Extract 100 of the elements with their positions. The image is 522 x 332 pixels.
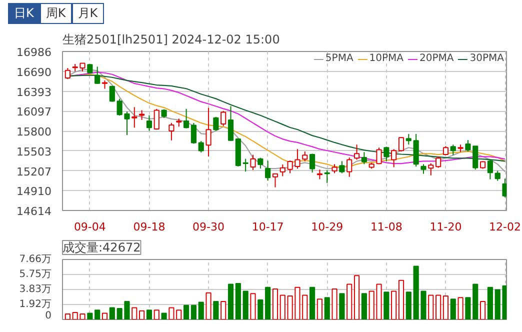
bar bbox=[146, 310, 152, 320]
bar bbox=[436, 294, 442, 320]
candlestick bbox=[316, 169, 323, 180]
candlestick bbox=[94, 66, 100, 84]
y-tick-label: 14910 bbox=[16, 185, 52, 198]
candlestick bbox=[450, 144, 456, 156]
y-tick-label: 15207 bbox=[16, 165, 52, 178]
candlestick bbox=[250, 154, 256, 171]
bar bbox=[458, 297, 464, 320]
candlestick bbox=[384, 146, 390, 162]
candlestick bbox=[436, 156, 442, 168]
candlestick bbox=[228, 106, 234, 142]
y-tick-label: 5.75万 bbox=[19, 268, 52, 280]
y-tick-label: 14614 bbox=[16, 205, 52, 218]
candlestick bbox=[487, 159, 493, 180]
bar bbox=[406, 292, 412, 320]
bar bbox=[87, 312, 93, 320]
bar bbox=[250, 293, 256, 320]
bar bbox=[442, 296, 449, 320]
candlestick bbox=[183, 108, 190, 129]
bar bbox=[161, 312, 167, 320]
y-tick-label: 15800 bbox=[16, 126, 52, 138]
bar bbox=[332, 288, 338, 320]
legend-label: 30PMA bbox=[470, 53, 504, 64]
x-tick-label: 11-08 bbox=[370, 220, 402, 234]
y-tick-label: 3.83万 bbox=[19, 284, 52, 295]
text: 月K bbox=[72, 3, 104, 24]
candlestick bbox=[220, 110, 226, 126]
bar bbox=[258, 299, 264, 320]
candlestick bbox=[198, 140, 204, 153]
candlestick bbox=[109, 86, 115, 102]
x-tick-label: 09-30 bbox=[192, 220, 225, 234]
bar bbox=[139, 310, 145, 320]
bar bbox=[235, 282, 241, 320]
candlestick bbox=[502, 178, 506, 198]
chart-title: 成交量:42672 bbox=[62, 240, 141, 254]
bar bbox=[384, 292, 390, 320]
candlestick bbox=[428, 162, 434, 176]
candlestick bbox=[302, 151, 308, 162]
bar bbox=[154, 310, 160, 320]
text: 日K bbox=[8, 3, 40, 24]
y-tick-label: 16986 bbox=[16, 46, 52, 59]
y-tick-label: 1.92万 bbox=[19, 298, 52, 310]
candlestick bbox=[146, 114, 152, 132]
candlestick bbox=[213, 116, 219, 132]
candlestick bbox=[361, 152, 367, 165]
candlestick bbox=[258, 157, 264, 170]
legend-label: 5PMA bbox=[325, 53, 354, 64]
bar bbox=[242, 290, 248, 320]
bar bbox=[132, 307, 138, 320]
candlestick bbox=[190, 122, 196, 144]
bar bbox=[228, 284, 234, 320]
candlestick bbox=[494, 170, 500, 182]
candlestick bbox=[324, 170, 330, 184]
candlestick bbox=[413, 134, 419, 168]
bar bbox=[361, 293, 367, 320]
bar bbox=[310, 286, 316, 320]
bar bbox=[280, 294, 286, 320]
y-tick-label: 16097 bbox=[16, 106, 52, 119]
bar bbox=[102, 312, 108, 320]
candlestick bbox=[391, 148, 397, 168]
candlestick bbox=[168, 122, 174, 141]
bar bbox=[213, 300, 219, 320]
x-tick-label: 12-02 bbox=[489, 220, 522, 234]
legend-label: 10PMA bbox=[369, 53, 404, 64]
candlestick bbox=[206, 107, 212, 157]
text: 周K bbox=[40, 3, 72, 24]
bar bbox=[198, 302, 204, 320]
bar bbox=[220, 300, 226, 320]
candlestick bbox=[242, 158, 248, 172]
bar bbox=[391, 290, 397, 320]
x-tick-label: 11-20 bbox=[430, 220, 462, 234]
y-tick-label: 16393 bbox=[16, 86, 52, 99]
candlestick bbox=[132, 106, 138, 128]
candlestick bbox=[154, 108, 160, 130]
bar bbox=[346, 284, 352, 320]
bar bbox=[64, 314, 70, 320]
legend-label: 20PMA bbox=[420, 53, 454, 64]
x-tick-label: 09-04 bbox=[74, 220, 106, 234]
x-tick-label: 09-18 bbox=[133, 220, 166, 234]
candlestick bbox=[420, 164, 426, 174]
candlestick bbox=[346, 157, 352, 178]
chart-title: 生猪2501[lh2501] 2024-12-02 15:00 bbox=[62, 32, 280, 46]
bar bbox=[109, 307, 115, 320]
y-tick-label: 16690 bbox=[16, 66, 52, 79]
bar bbox=[190, 304, 196, 320]
x-tick-label: 10-17 bbox=[252, 220, 284, 234]
y-tick-label: 7.66万 bbox=[19, 254, 52, 265]
bar bbox=[354, 275, 360, 320]
bar bbox=[183, 304, 190, 320]
candlestick bbox=[272, 173, 278, 188]
candlestick bbox=[139, 110, 145, 120]
bar bbox=[265, 286, 271, 320]
bar bbox=[487, 286, 493, 320]
candlestick bbox=[265, 160, 271, 182]
y-tick-label: 0 bbox=[45, 310, 52, 322]
bar bbox=[398, 280, 404, 320]
bar bbox=[428, 294, 434, 320]
candlestick bbox=[339, 160, 345, 174]
candlestick bbox=[310, 153, 316, 174]
